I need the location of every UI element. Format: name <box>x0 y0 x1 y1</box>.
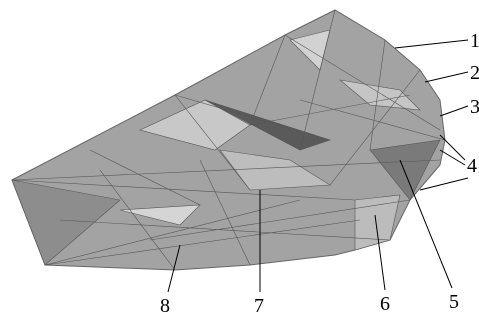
label: 5 <box>449 291 459 313</box>
leader-line <box>440 150 465 165</box>
label: 4 <box>467 155 477 177</box>
mesh <box>12 10 445 270</box>
label: 8 <box>160 295 170 315</box>
leader-line <box>440 106 468 116</box>
leader-line <box>395 40 468 48</box>
mesh-face <box>355 195 400 250</box>
label: 1 <box>470 30 479 52</box>
label: 6 <box>380 293 390 315</box>
label: 7 <box>254 295 264 315</box>
figure: 1 2 3 4 5 6 7 8 <box>0 0 479 315</box>
label: 2 <box>470 62 479 84</box>
label: 3 <box>470 96 479 118</box>
leader-line <box>425 72 468 82</box>
